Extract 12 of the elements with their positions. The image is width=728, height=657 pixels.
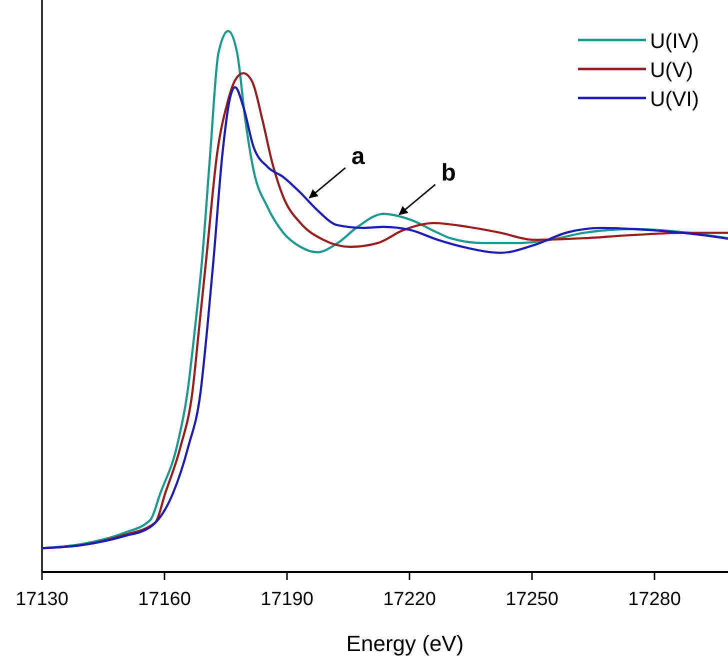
annotation: b xyxy=(441,160,456,187)
x-tick-label: 17190 xyxy=(260,589,314,610)
legend-label: U(V) xyxy=(650,59,694,82)
x-axis-title: Energy (eV) xyxy=(346,631,464,656)
legend-label: U(IV) xyxy=(650,30,699,53)
x-tick-label: 17220 xyxy=(383,589,436,610)
x-tick-label: 17160 xyxy=(138,589,191,610)
annotation: a xyxy=(351,142,366,170)
legend-label: U(VI) xyxy=(650,88,699,111)
x-tick-label: 17280 xyxy=(628,589,681,610)
x-tick-label: 17250 xyxy=(506,589,558,610)
x-tick-label: 17130 xyxy=(16,589,68,610)
